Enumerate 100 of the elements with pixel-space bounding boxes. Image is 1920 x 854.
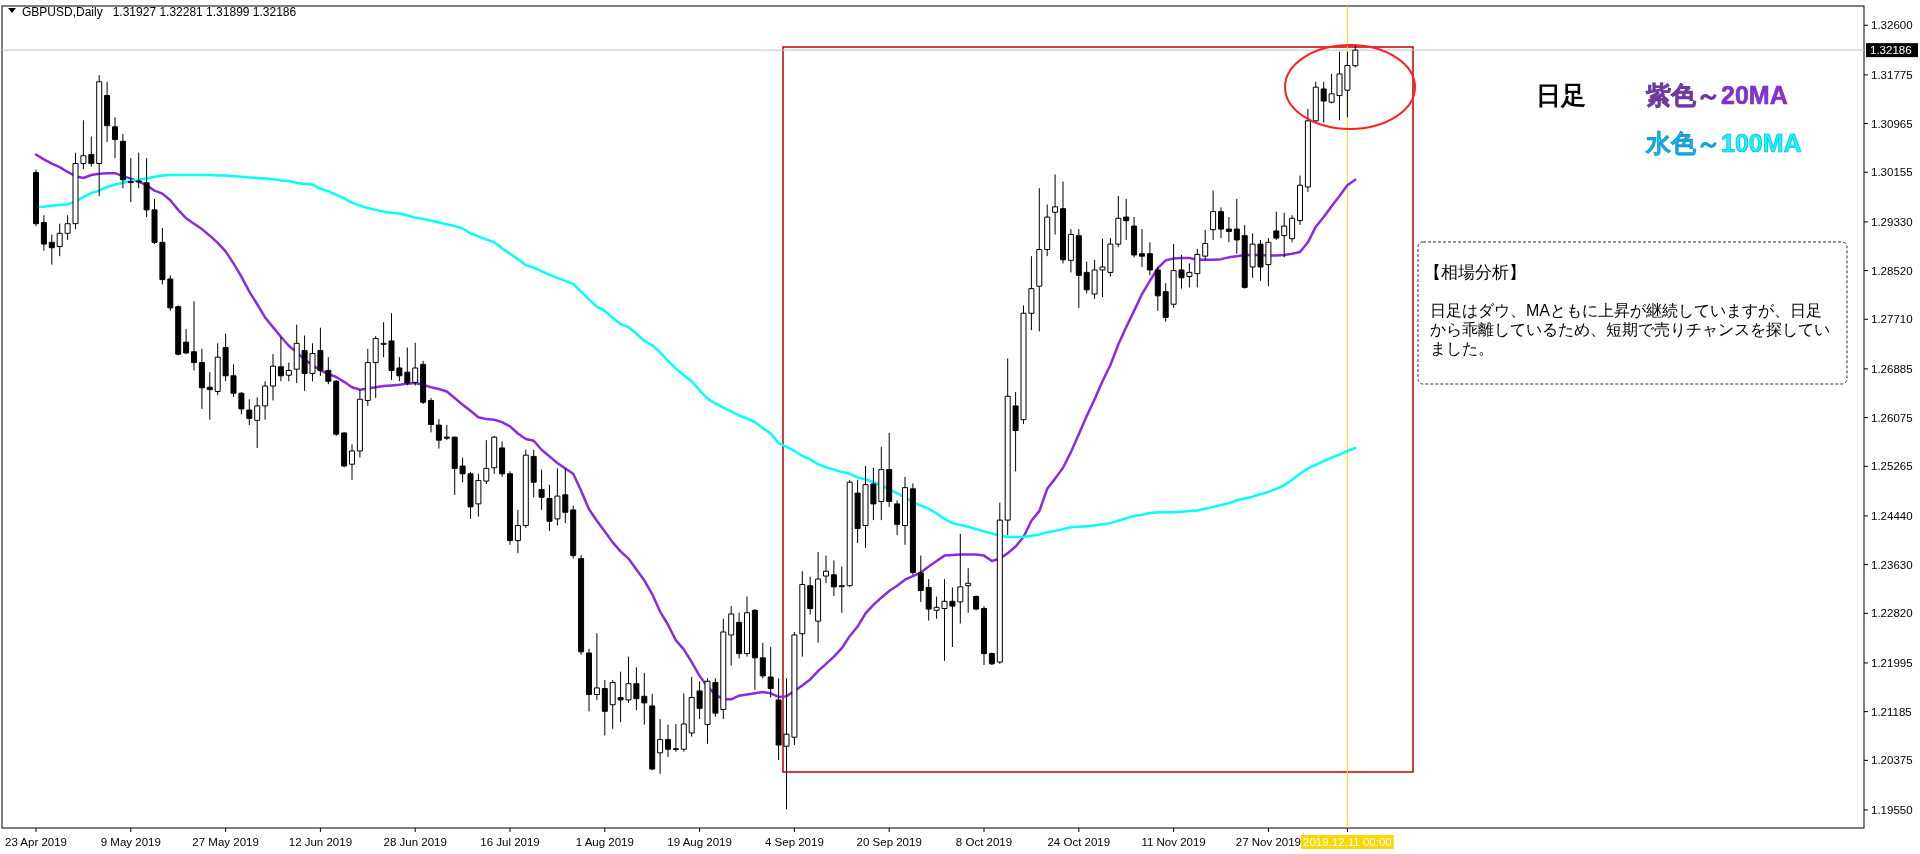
- candlestick: [1210, 190, 1217, 241]
- candlestick: [909, 482, 916, 576]
- candlestick: [744, 595, 750, 658]
- candlestick: [815, 551, 822, 644]
- candlestick: [522, 449, 529, 529]
- text: 日足はダウ、MAともに上昇が継続していますが、日足から乖離しているため、短期で売りチャンスを探していました。: [1430, 302, 1830, 357]
- candlestick: [1202, 229, 1209, 261]
- candlestick: [183, 328, 190, 355]
- candlestick: [1067, 228, 1074, 273]
- x-tick-label: 2019.12.11 00:00: [1303, 836, 1392, 848]
- candlestick: [807, 576, 814, 616]
- candlestick: [349, 443, 355, 481]
- candlestick: [277, 336, 284, 382]
- candlestick: [206, 371, 213, 421]
- x-tick-label: 11 Nov 2019: [1141, 836, 1206, 848]
- candlestick: [657, 718, 664, 775]
- candlestick: [1044, 203, 1051, 257]
- candlestick: [996, 502, 1003, 665]
- y-tick-label: 1.23630: [1871, 558, 1913, 571]
- candlestick: [119, 133, 126, 189]
- candlestick: [499, 440, 506, 478]
- y-tick-label: 1.19550: [1871, 803, 1913, 816]
- text: 【相場分析】: [1424, 263, 1526, 282]
- candlestick: [1146, 241, 1153, 276]
- y-tick-label: 1.21995: [1871, 656, 1913, 669]
- candlestick: [262, 380, 269, 421]
- candlestick: [175, 304, 182, 356]
- y-tick-label: 1.21185: [1871, 705, 1912, 718]
- candlestick: [1312, 81, 1319, 124]
- text: 紫色～20MA: [1645, 81, 1788, 109]
- candlestick: [823, 555, 829, 584]
- candlestick: [981, 605, 987, 666]
- candlestick: [198, 348, 205, 410]
- candlestick: [886, 432, 893, 508]
- candlestick: [593, 632, 600, 701]
- y-tick-label: 1.20375: [1871, 754, 1913, 767]
- candlestick: [988, 651, 995, 666]
- candlestick: [751, 608, 758, 691]
- x-tick-label: 19 Aug 2019: [667, 836, 732, 848]
- candlestick: [601, 679, 608, 736]
- candlestick: [1131, 216, 1138, 258]
- x-tick-label: 16 Jul 2019: [480, 836, 540, 848]
- candlestick: [1052, 173, 1059, 235]
- x-tick-label: 27 Nov 2019: [1235, 836, 1302, 848]
- candlestick: [1304, 108, 1311, 193]
- candlestick: [759, 642, 766, 679]
- candlestick: [830, 559, 837, 597]
- candlestick: [1297, 175, 1303, 226]
- y-tick-label: 1.28520: [1871, 264, 1913, 277]
- candlestick: [443, 424, 450, 441]
- candlestick: [40, 214, 47, 252]
- candlestick: [728, 605, 735, 667]
- candlestick: [838, 565, 845, 614]
- y-tick-label: 1.24440: [1871, 509, 1913, 522]
- candlestick: [1273, 211, 1280, 241]
- candlestick: [33, 169, 39, 227]
- candlestick: [1060, 181, 1066, 264]
- text: 日足: [1536, 81, 1586, 109]
- candlestick: [649, 693, 656, 771]
- candlestick: [1139, 228, 1145, 268]
- candlestick: [127, 157, 134, 203]
- chart-title: GBPUSD,Daily: [22, 5, 103, 19]
- ref-line-label: 1.32186: [1870, 44, 1912, 57]
- candlestick: [736, 612, 743, 659]
- x-tick-label: 8 Oct 2019: [955, 836, 1013, 848]
- y-tick-label: 1.31775: [1871, 68, 1913, 81]
- candlestick: [341, 431, 348, 468]
- x-tick-label: 4 Sep 2019: [764, 836, 824, 848]
- candlestick: [1281, 212, 1288, 258]
- candlestick: [1225, 216, 1232, 243]
- candlestick: [917, 555, 924, 603]
- candlestick: [1036, 187, 1043, 332]
- candlestick: [1075, 228, 1082, 309]
- candlestick: [1123, 198, 1130, 241]
- y-tick-label: 1.26885: [1871, 362, 1913, 375]
- candlestick: [1154, 266, 1161, 312]
- chart-subtitle: 1.31927 1.32281 1.31899 1.32186: [112, 5, 297, 19]
- candlestick: [285, 362, 292, 382]
- candlestick: [356, 389, 363, 459]
- candlestick: [1218, 206, 1224, 239]
- candlestick: [578, 554, 585, 656]
- x-tick-label: 28 Jun 2019: [383, 836, 447, 848]
- candlestick: [420, 360, 427, 405]
- y-tick-label: 1.25265: [1871, 460, 1913, 473]
- y-tick-label: 1.30155: [1871, 166, 1913, 179]
- candlestick: [530, 449, 537, 498]
- y-tick-label: 1.27710: [1871, 313, 1913, 326]
- candlestick: [586, 648, 592, 712]
- candlestick: [435, 418, 442, 450]
- candlestick: [96, 74, 103, 197]
- candlestick: [333, 379, 340, 437]
- y-tick-label: 1.22820: [1871, 607, 1913, 620]
- candlestick: [1289, 214, 1296, 243]
- candlestick: [270, 353, 276, 401]
- candlestick: [799, 570, 806, 658]
- candlestick: [104, 81, 111, 143]
- candlestick: [48, 234, 55, 266]
- y-tick-label: 1.29330: [1871, 215, 1913, 228]
- y-tick-label: 1.32600: [1871, 19, 1913, 32]
- candlestick: [767, 646, 774, 699]
